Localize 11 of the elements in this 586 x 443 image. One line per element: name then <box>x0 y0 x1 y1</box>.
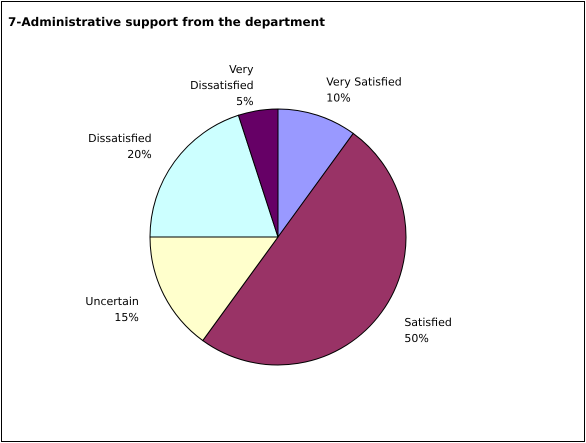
slice-label: Uncertain <box>85 294 139 308</box>
slice-label: Satisfied <box>404 316 452 329</box>
data-label: 20% <box>127 148 152 162</box>
slice-label: Dissatisfied <box>88 132 152 146</box>
data-label: 10% <box>326 91 351 104</box>
slice-label: Very Satisfied <box>326 75 402 88</box>
data-label: 50% <box>404 332 429 345</box>
slice-label: Very Dissatisfied <box>190 62 254 92</box>
chart-title: 7-Administrative support from the department <box>8 15 326 29</box>
data-label: 5% <box>236 94 254 108</box>
data-label: 15% <box>114 310 139 324</box>
